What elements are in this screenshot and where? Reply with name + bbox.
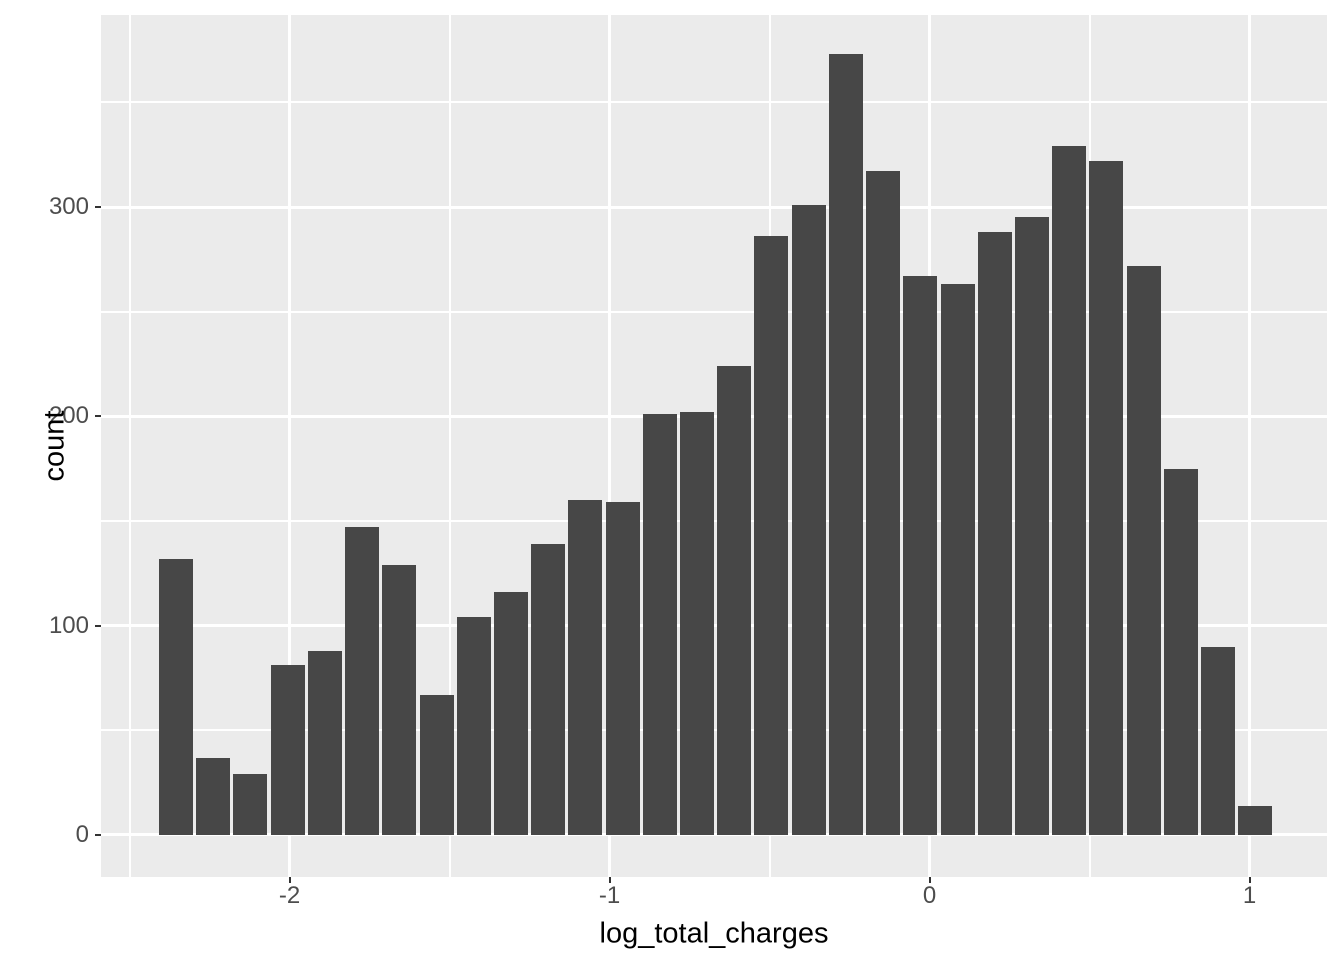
histogram-bar bbox=[1052, 146, 1087, 835]
histogram-bar bbox=[717, 366, 752, 835]
major-gridline-y bbox=[101, 624, 1327, 628]
histogram-bar bbox=[456, 617, 491, 835]
major-gridline-y bbox=[101, 205, 1327, 209]
histogram-bar bbox=[680, 412, 714, 835]
minor-gridline-y bbox=[101, 310, 1327, 313]
y-axis-title: count bbox=[38, 410, 71, 482]
y-tick-label: 300 bbox=[48, 193, 89, 220]
histogram-bar bbox=[493, 592, 528, 835]
minor-gridline-x bbox=[128, 15, 131, 877]
minor-gridline-y bbox=[101, 519, 1327, 522]
histogram-bar bbox=[1014, 217, 1049, 835]
histogram-bar bbox=[754, 236, 789, 835]
x-tick-label: 0 bbox=[922, 882, 937, 909]
histogram-bar bbox=[1089, 160, 1124, 835]
x-tick-mark bbox=[1248, 877, 1251, 883]
histogram-bar bbox=[568, 500, 603, 835]
major-gridline-x bbox=[608, 15, 611, 877]
histogram-bar bbox=[866, 171, 901, 835]
histogram-bar bbox=[605, 502, 640, 835]
x-tick-mark bbox=[288, 877, 291, 883]
major-gridline-x bbox=[288, 15, 291, 877]
histogram-bar bbox=[196, 757, 231, 835]
x-tick-mark bbox=[608, 877, 611, 883]
histogram-bar bbox=[791, 204, 826, 835]
minor-gridline-x bbox=[448, 15, 451, 877]
y-tick-label: 200 bbox=[48, 402, 89, 430]
histogram-bar bbox=[828, 54, 863, 835]
histogram-bar bbox=[1126, 265, 1161, 835]
y-tick-label: 0 bbox=[75, 820, 89, 848]
x-axis-title: log_total_charges bbox=[599, 917, 829, 950]
histogram-bar bbox=[642, 414, 677, 835]
histogram-bar bbox=[531, 544, 566, 835]
x-tick-label: -2 bbox=[278, 882, 301, 909]
histogram-bar bbox=[1163, 468, 1198, 835]
major-gridline-y bbox=[101, 833, 1327, 837]
histogram-bar bbox=[270, 665, 305, 835]
minor-gridline-y bbox=[101, 101, 1327, 104]
histogram-bar bbox=[903, 276, 938, 835]
histogram-bar bbox=[940, 284, 975, 835]
plot-panel bbox=[101, 15, 1327, 877]
major-gridline-y bbox=[101, 414, 1327, 418]
histogram-bar bbox=[419, 694, 454, 835]
x-tick-label: -1 bbox=[598, 882, 621, 909]
x-tick-mark bbox=[928, 877, 931, 883]
y-tick-mark bbox=[95, 206, 101, 208]
y-tick-mark bbox=[95, 833, 101, 836]
histogram-bar bbox=[1201, 646, 1235, 835]
histogram-bar bbox=[977, 232, 1012, 835]
histogram-bar bbox=[1238, 805, 1273, 835]
histogram-bar bbox=[158, 558, 193, 835]
histogram-bar bbox=[307, 650, 342, 835]
y-tick-label: 100 bbox=[48, 611, 89, 639]
y-tick-mark bbox=[95, 624, 101, 627]
y-tick-mark bbox=[95, 415, 101, 418]
histogram-bar bbox=[233, 774, 268, 835]
x-tick-label: 1 bbox=[1242, 882, 1257, 909]
major-gridline-x bbox=[1248, 15, 1252, 877]
minor-gridline-y bbox=[101, 729, 1327, 732]
histogram-bar bbox=[382, 564, 417, 835]
histogram-bar bbox=[345, 527, 379, 835]
